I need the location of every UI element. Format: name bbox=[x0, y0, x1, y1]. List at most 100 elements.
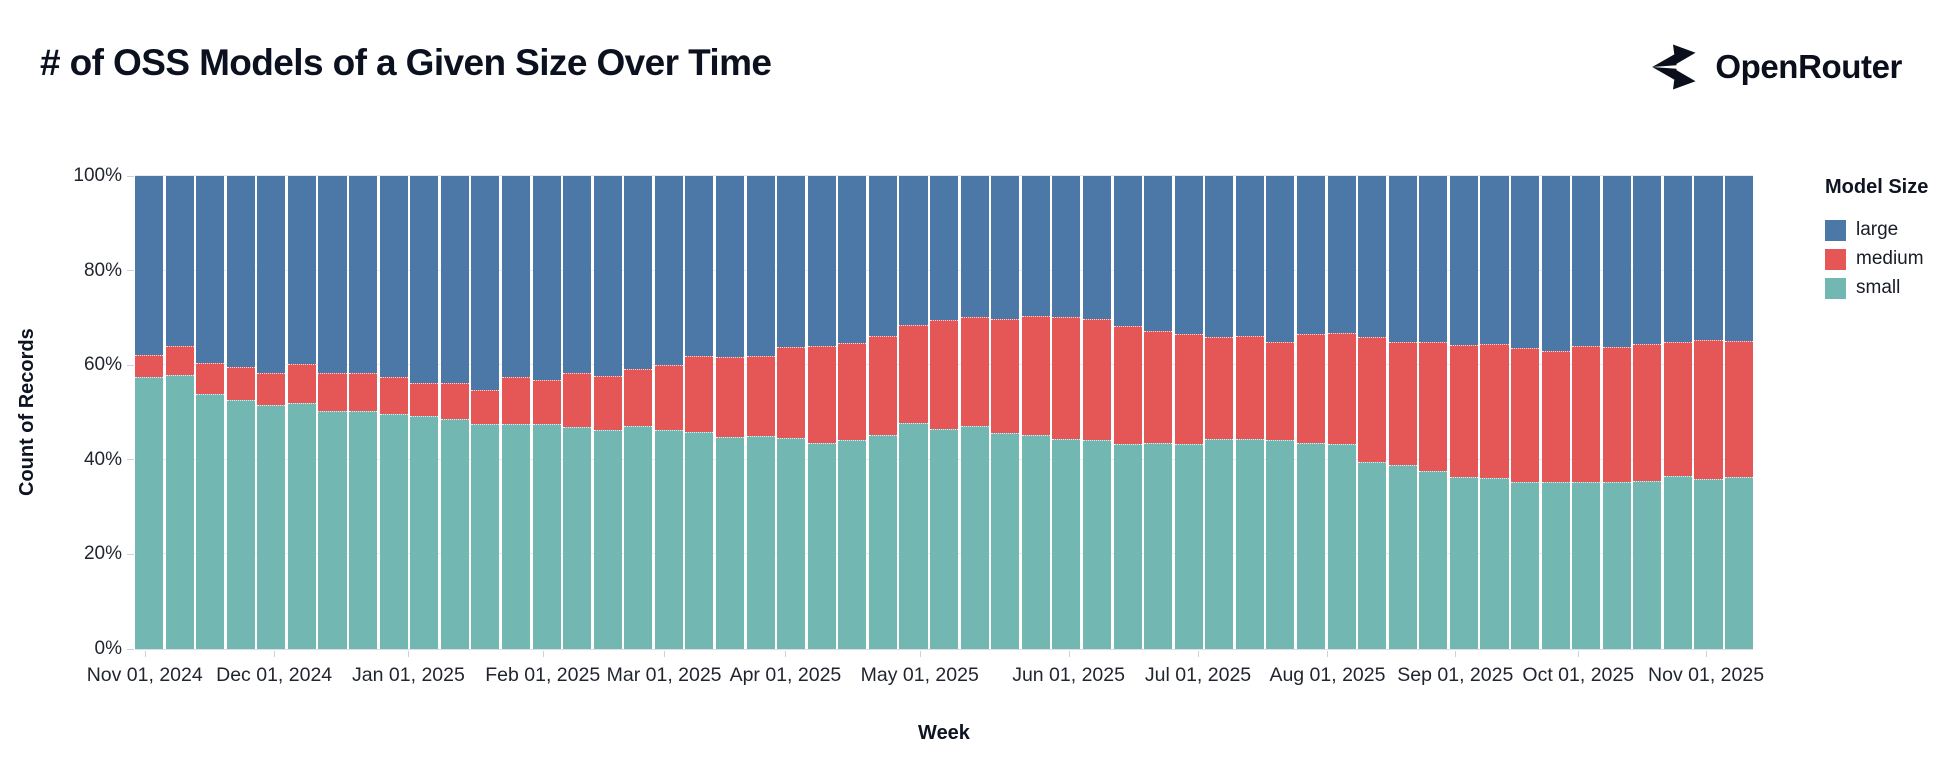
bar-segment-large bbox=[960, 176, 989, 318]
y-tick: 100% bbox=[73, 165, 134, 187]
bar-segment-medium bbox=[410, 382, 439, 417]
bar-segment-large bbox=[624, 176, 653, 369]
bar-segment-large bbox=[777, 176, 806, 348]
bar-segment-large bbox=[257, 176, 286, 374]
bar-segment-medium bbox=[1725, 341, 1754, 477]
bar-segment-small bbox=[1052, 438, 1081, 649]
bar-segment-medium bbox=[1694, 340, 1723, 479]
bar-segment-small bbox=[654, 430, 683, 649]
bar-week bbox=[318, 176, 347, 649]
bar-segment-medium bbox=[899, 324, 928, 424]
bar-segment-small bbox=[287, 402, 316, 649]
bar-week bbox=[287, 176, 316, 649]
bar-segment-medium bbox=[1663, 341, 1692, 477]
bar-segment-large bbox=[1296, 176, 1326, 335]
bar-segment-small bbox=[1358, 461, 1387, 649]
bar-segment-small bbox=[1388, 464, 1417, 649]
bar-segment-small bbox=[593, 430, 622, 649]
bar-week bbox=[440, 176, 469, 649]
bar-week bbox=[349, 176, 378, 649]
bar-week bbox=[1449, 176, 1478, 649]
bar-week bbox=[1725, 176, 1754, 649]
bar-segment-small bbox=[379, 414, 408, 649]
bar-segment-small bbox=[1144, 442, 1173, 649]
openrouter-wordmark: OpenRouter bbox=[1715, 48, 1902, 85]
x-tick-label: Apr 01, 2025 bbox=[729, 664, 842, 686]
bar-segment-large bbox=[1021, 176, 1050, 317]
bar-segment-medium bbox=[593, 375, 622, 431]
bar-week bbox=[135, 176, 164, 649]
bar-segment-large bbox=[410, 176, 439, 383]
bar-week bbox=[624, 176, 653, 649]
bar-segment-medium bbox=[1633, 343, 1662, 482]
bar-segment-large bbox=[1541, 176, 1570, 352]
bar-segment-small bbox=[563, 426, 592, 649]
bar-segment-large bbox=[1725, 176, 1754, 342]
bar-segment-medium bbox=[624, 368, 653, 426]
bar-week bbox=[257, 176, 286, 649]
bar-segment-medium bbox=[1572, 346, 1601, 482]
bar-segment-small bbox=[960, 425, 989, 649]
y-tick-mark bbox=[127, 648, 134, 650]
bar-segment-medium bbox=[1021, 316, 1050, 435]
bar-segment-large bbox=[1174, 176, 1203, 334]
x-tick-label: Jan 01, 2025 bbox=[352, 664, 465, 686]
bar-week bbox=[1113, 176, 1142, 649]
bar-segment-medium bbox=[501, 377, 531, 425]
legend-label: medium bbox=[1856, 248, 1924, 269]
legend-item-large: large bbox=[1825, 219, 1947, 241]
bar-week bbox=[1480, 176, 1509, 649]
bar-week bbox=[838, 176, 867, 649]
y-tick: 40% bbox=[84, 449, 134, 471]
bar-segment-medium bbox=[287, 364, 316, 403]
bar-segment-large bbox=[1205, 176, 1234, 338]
bar-segment-large bbox=[1633, 176, 1662, 344]
bar-week bbox=[1082, 176, 1111, 649]
bar-segment-large bbox=[349, 176, 378, 374]
bar-segment-small bbox=[624, 425, 653, 649]
bar-week bbox=[685, 176, 714, 649]
bar-segment-large bbox=[532, 176, 561, 381]
bar-week bbox=[1358, 176, 1387, 649]
bar-segment-large bbox=[930, 176, 959, 321]
bar-segment-small bbox=[838, 440, 867, 649]
bar-week bbox=[226, 176, 255, 649]
bar-week bbox=[1266, 176, 1295, 649]
bar-week bbox=[654, 176, 683, 649]
y-tick-mark bbox=[127, 364, 134, 366]
bar-segment-small bbox=[440, 418, 469, 649]
bar-week bbox=[1572, 176, 1601, 649]
y-tick-label: 20% bbox=[83, 543, 122, 565]
bar-segment-medium bbox=[563, 373, 592, 427]
legend-items: large medium small bbox=[1825, 219, 1947, 299]
x-tick-label: Sep 01, 2025 bbox=[1397, 664, 1514, 686]
x-tick-mark bbox=[1198, 651, 1200, 657]
bar-segment-medium bbox=[1235, 336, 1264, 440]
openrouter-logo[interactable]: OpenRouter bbox=[1647, 44, 1902, 90]
bar-segment-small bbox=[471, 424, 500, 649]
bar-week bbox=[1296, 176, 1326, 649]
bar-segment-large bbox=[379, 176, 408, 378]
y-tick-label: 100% bbox=[73, 165, 122, 186]
bar-segment-small bbox=[1327, 443, 1356, 649]
bar-week bbox=[1419, 176, 1448, 649]
bar-week bbox=[807, 176, 836, 649]
bar-segment-small bbox=[1480, 477, 1509, 649]
bar-segment-large bbox=[746, 176, 775, 357]
bar-segment-small bbox=[777, 437, 806, 649]
bar-week bbox=[1205, 176, 1234, 649]
x-tick-mark bbox=[1706, 651, 1708, 657]
bar-segment-large bbox=[868, 176, 897, 337]
bar-segment-medium bbox=[868, 336, 897, 435]
bar-segment-small bbox=[1663, 476, 1692, 649]
bar-segment-small bbox=[807, 442, 836, 649]
x-tick-mark bbox=[1068, 651, 1070, 657]
x-tick-mark bbox=[542, 651, 544, 657]
bar-segment-medium bbox=[1480, 344, 1509, 478]
x-tick-mark bbox=[1455, 651, 1457, 657]
bar-segment-small bbox=[1235, 439, 1264, 649]
bar-segment-large bbox=[715, 176, 745, 358]
bar-week bbox=[501, 176, 531, 649]
x-tick-mark bbox=[919, 651, 921, 657]
